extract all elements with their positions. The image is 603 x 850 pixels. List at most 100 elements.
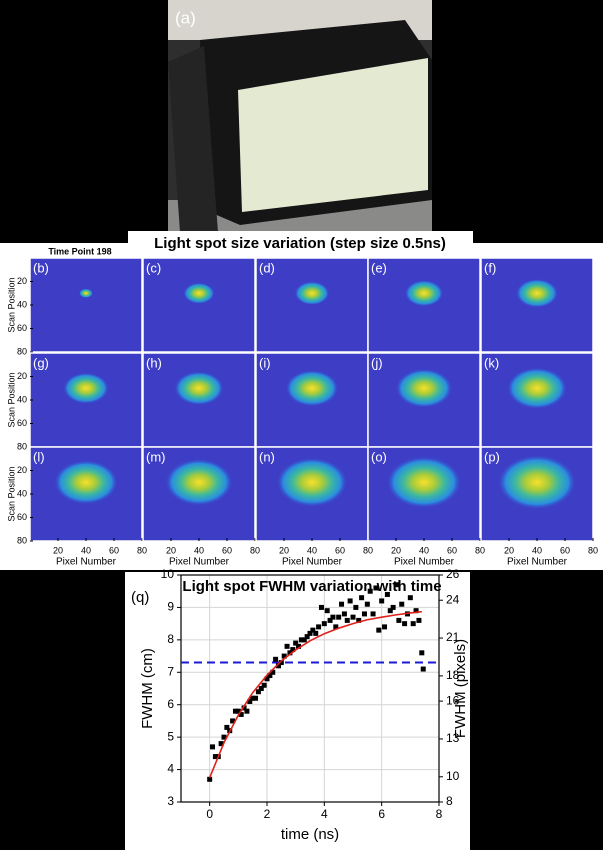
panel-label: (g) — [33, 355, 49, 370]
light-spot — [174, 371, 224, 406]
data-point — [247, 698, 253, 704]
data-point — [316, 624, 322, 630]
heatmap-panel: (n) — [255, 446, 369, 542]
light-spot — [386, 456, 462, 509]
y-tick-label: 60 — [17, 323, 27, 333]
data-point — [341, 611, 347, 617]
y-tick-label: 60 — [17, 418, 27, 428]
data-point — [356, 617, 362, 623]
y2-tick-label: 8 — [446, 794, 453, 808]
x-tick-label: 40 — [419, 545, 429, 555]
x-tick-label: 60 — [335, 545, 345, 555]
light-spot — [62, 372, 110, 405]
heatmap-panel: (c) — [142, 257, 256, 353]
data-point — [336, 614, 342, 620]
x-axis-label: time (ns) — [281, 826, 339, 843]
data-point — [384, 591, 390, 597]
light-spot — [276, 457, 348, 508]
panel-border — [480, 257, 594, 353]
y2-tick-label: 16 — [446, 693, 460, 707]
heatmap-panel: (o) — [367, 446, 481, 542]
heatmap-background — [143, 258, 255, 352]
light-spot — [53, 459, 119, 505]
photo-screen — [238, 58, 428, 212]
light-spot — [515, 278, 559, 308]
y-tick-label: 4 — [167, 762, 174, 776]
heatmap-panel: (m) — [142, 446, 256, 542]
panel-label: (k) — [484, 355, 499, 370]
data-point — [221, 734, 227, 740]
data-point — [224, 724, 230, 730]
panel-label: (m) — [146, 449, 166, 464]
data-point — [347, 598, 353, 604]
x-tick-label: 60 — [109, 545, 119, 555]
light-spot — [395, 368, 453, 408]
data-point — [359, 595, 365, 601]
data-point — [287, 650, 293, 656]
x-axis-label: Pixel Number — [394, 557, 455, 568]
heatmap-panel: (i) — [255, 352, 369, 448]
panel-label: (q) — [131, 589, 149, 606]
x-axis-label: Pixel Number — [169, 557, 230, 568]
panel-label: (p) — [484, 449, 500, 464]
y-tick-label: 20 — [17, 371, 27, 381]
x-tick-label: 60 — [560, 545, 570, 555]
light-spot — [285, 369, 339, 407]
panel-label: (n) — [259, 449, 275, 464]
data-point — [393, 582, 399, 588]
y2-tick-label: 24 — [446, 592, 460, 606]
data-point — [307, 630, 313, 636]
data-point — [210, 744, 216, 750]
data-point — [344, 617, 350, 623]
x-tick-label: 40 — [532, 545, 542, 555]
heatmap-background — [30, 258, 142, 352]
y2-tick-label: 18 — [446, 668, 460, 682]
panel-label: (i) — [259, 355, 271, 370]
data-point — [261, 682, 267, 688]
y-tick-label: 40 — [17, 394, 27, 404]
data-point — [407, 595, 413, 601]
heatmap-panel: (k) — [480, 352, 594, 448]
data-point — [370, 611, 376, 617]
panel-border — [367, 257, 481, 353]
panel-label: (l) — [33, 449, 45, 464]
x-axis-label: Pixel Number — [507, 557, 568, 568]
data-point — [293, 640, 299, 646]
panel-border — [142, 257, 256, 353]
y-tick-label: 80 — [17, 535, 27, 545]
data-point — [330, 614, 336, 620]
data-point — [212, 754, 218, 760]
grid-title: Light spot size variation (step size 0.5… — [154, 235, 446, 252]
x-tick-label: 2 — [264, 807, 271, 821]
heatmap-panel: (f) — [480, 257, 594, 353]
plot-background — [125, 572, 470, 850]
x-tick-label: 80 — [137, 545, 147, 555]
panel-label: (j) — [371, 355, 383, 370]
data-point — [402, 621, 408, 627]
data-point — [318, 604, 324, 610]
y-tick-label: 7 — [167, 664, 174, 678]
light-spot — [506, 367, 568, 410]
data-point — [399, 601, 405, 607]
data-point — [410, 621, 416, 627]
y-tick-label: 5 — [167, 729, 174, 743]
data-point — [304, 634, 310, 640]
y-tick-label: 20 — [17, 465, 27, 475]
data-point — [296, 643, 302, 649]
plot-frame — [180, 574, 440, 803]
panel-label: (d) — [259, 260, 275, 275]
x-tick-label: 40 — [194, 545, 204, 555]
data-point — [267, 673, 273, 679]
y2-tick-label: 13 — [446, 731, 460, 745]
data-point — [275, 663, 281, 669]
data-point — [255, 689, 261, 695]
fit-line — [208, 610, 422, 778]
x-axis-label: Pixel Number — [282, 557, 343, 568]
y-tick-label: 9 — [167, 600, 174, 614]
data-point — [273, 656, 279, 662]
plot-title: Light spot FWHM variation with time — [182, 578, 441, 595]
data-point — [253, 695, 259, 701]
x-tick-label: 20 — [279, 545, 289, 555]
